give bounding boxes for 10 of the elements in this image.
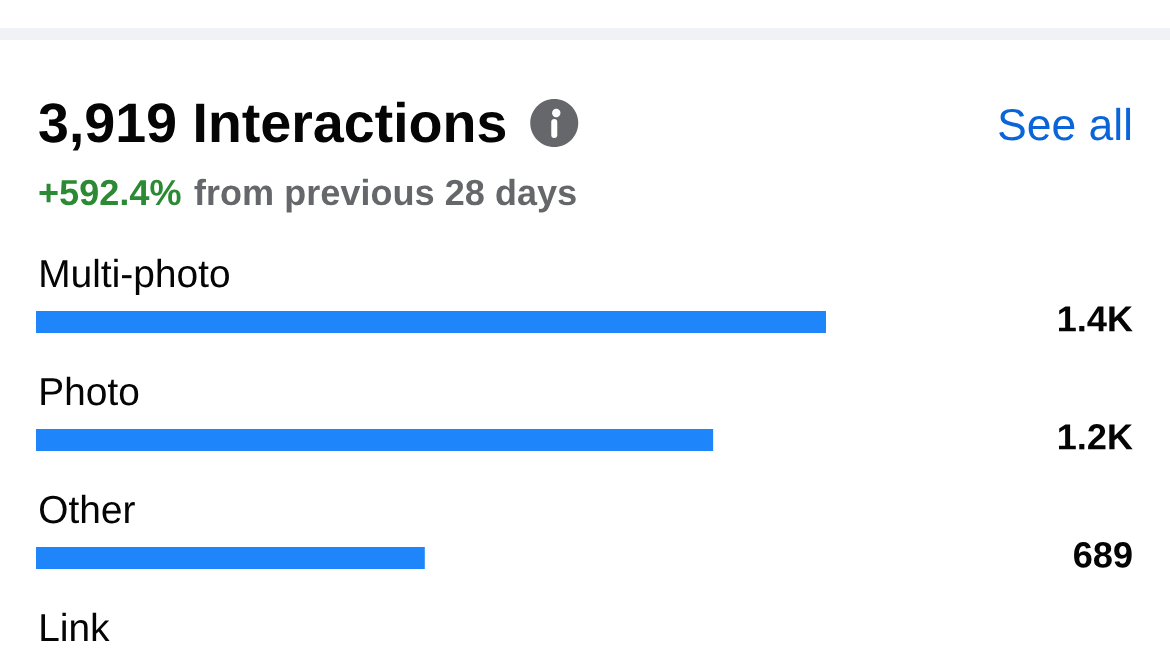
y-tick-label: Multi-photo	[41, 258, 229, 296]
text: See all	[999, 107, 1131, 141]
y-tick-label: Link	[41, 612, 110, 641]
data-label: 1.4K	[1059, 306, 1133, 332]
y-tick-label: Photo	[41, 376, 139, 406]
data-label: 689	[1074, 542, 1132, 568]
chart-subtitle: +592.4% from previous 28 days	[39, 178, 576, 213]
data-label: 1.2K	[1059, 424, 1133, 450]
y-tick-label: Other	[40, 494, 135, 524]
chart-title: 3,919 Interactions	[39, 101, 506, 151]
